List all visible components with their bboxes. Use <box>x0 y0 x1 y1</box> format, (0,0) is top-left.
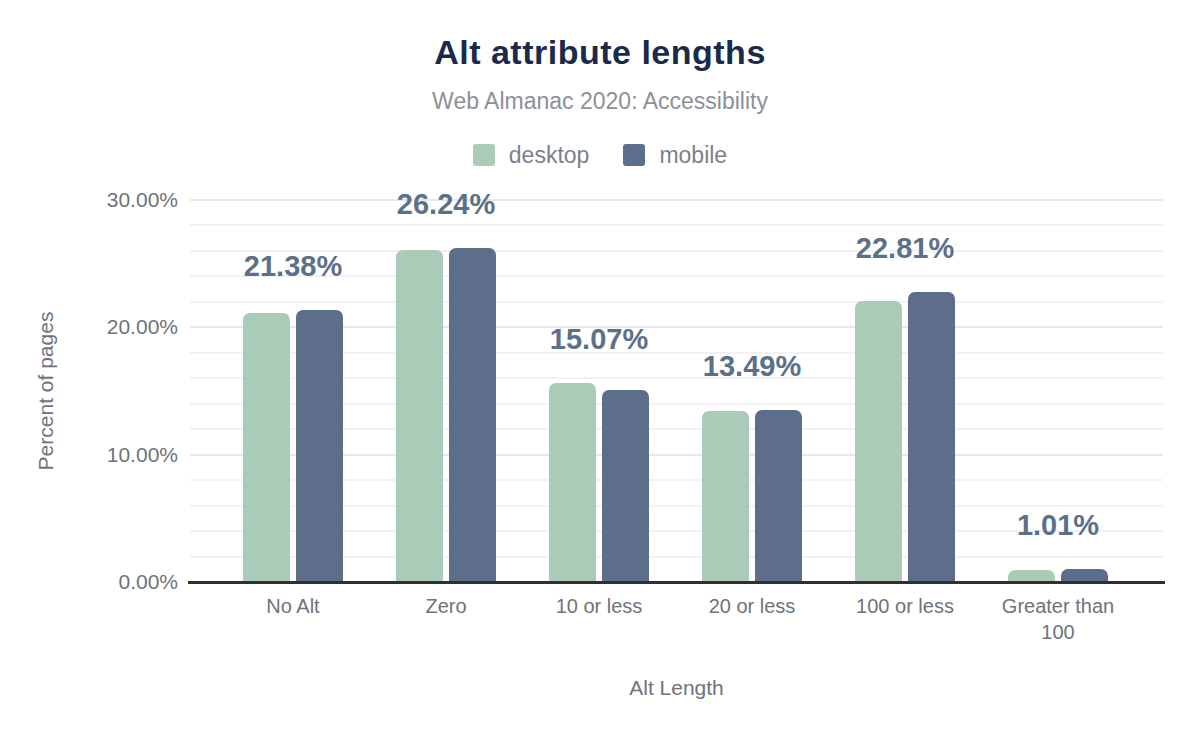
bar-mobile-no-alt[interactable] <box>296 310 343 582</box>
bar-mobile-zero[interactable] <box>449 248 496 582</box>
legend-label-desktop: desktop <box>509 142 590 169</box>
legend-item-mobile[interactable]: mobile <box>623 142 727 169</box>
x-tick-label-no-alt: No Alt <box>220 593 366 619</box>
y-tick-label: 0.00% <box>0 569 178 595</box>
y-tick-label: 20.00% <box>0 314 178 340</box>
bar-mobile-10-or-less[interactable] <box>602 390 649 582</box>
x-tick-label-100-or-less: 100 or less <box>832 593 978 619</box>
legend-label-mobile: mobile <box>659 142 727 169</box>
data-label-no-alt: 21.38% <box>183 252 403 280</box>
x-axis-title: Alt Length <box>190 676 1163 700</box>
chart-subtitle: Web Almanac 2020: Accessibility <box>0 86 1200 116</box>
data-label-greater-than-100: 1.01% <box>948 511 1168 539</box>
minor-gridline <box>190 224 1163 226</box>
bar-desktop-zero[interactable] <box>396 250 443 582</box>
x-tick-label-greater-than-100: Greater than 100 <box>985 593 1131 645</box>
x-tick-label-zero: Zero <box>373 593 519 619</box>
chart-canvas: Alt attribute lengths Web Almanac 2020: … <box>0 0 1200 742</box>
data-label-100-or-less: 22.81% <box>795 234 1015 262</box>
minor-gridline <box>190 301 1163 303</box>
bar-desktop-20-or-less[interactable] <box>702 411 749 582</box>
x-tick-label-10-or-less: 10 or less <box>526 593 672 619</box>
data-label-zero: 26.24% <box>336 190 556 218</box>
x-axis-line <box>188 581 1165 584</box>
x-tick-label-20-or-less: 20 or less <box>679 593 825 619</box>
bar-desktop-no-alt[interactable] <box>243 313 290 582</box>
bar-desktop-100-or-less[interactable] <box>855 301 902 582</box>
legend-swatch-desktop-icon <box>473 144 495 166</box>
legend-item-desktop[interactable]: desktop <box>473 142 590 169</box>
bar-desktop-10-or-less[interactable] <box>549 383 596 582</box>
y-tick-label: 10.00% <box>0 442 178 468</box>
chart-title: Alt attribute lengths <box>0 30 1200 74</box>
bar-mobile-20-or-less[interactable] <box>755 410 802 582</box>
y-tick-label: 30.00% <box>0 187 178 213</box>
data-label-10-or-less: 15.07% <box>489 325 709 353</box>
legend-swatch-mobile-icon <box>623 144 645 166</box>
legend: desktop mobile <box>0 140 1200 170</box>
data-label-20-or-less: 13.49% <box>642 352 862 380</box>
